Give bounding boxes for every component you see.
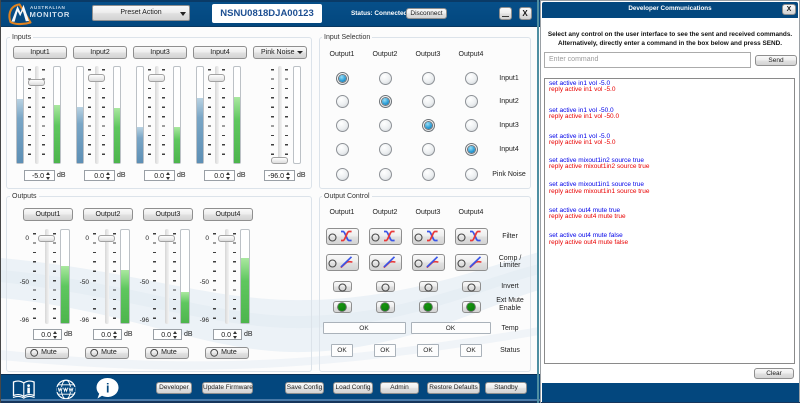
svg-text:i: i	[106, 381, 109, 395]
